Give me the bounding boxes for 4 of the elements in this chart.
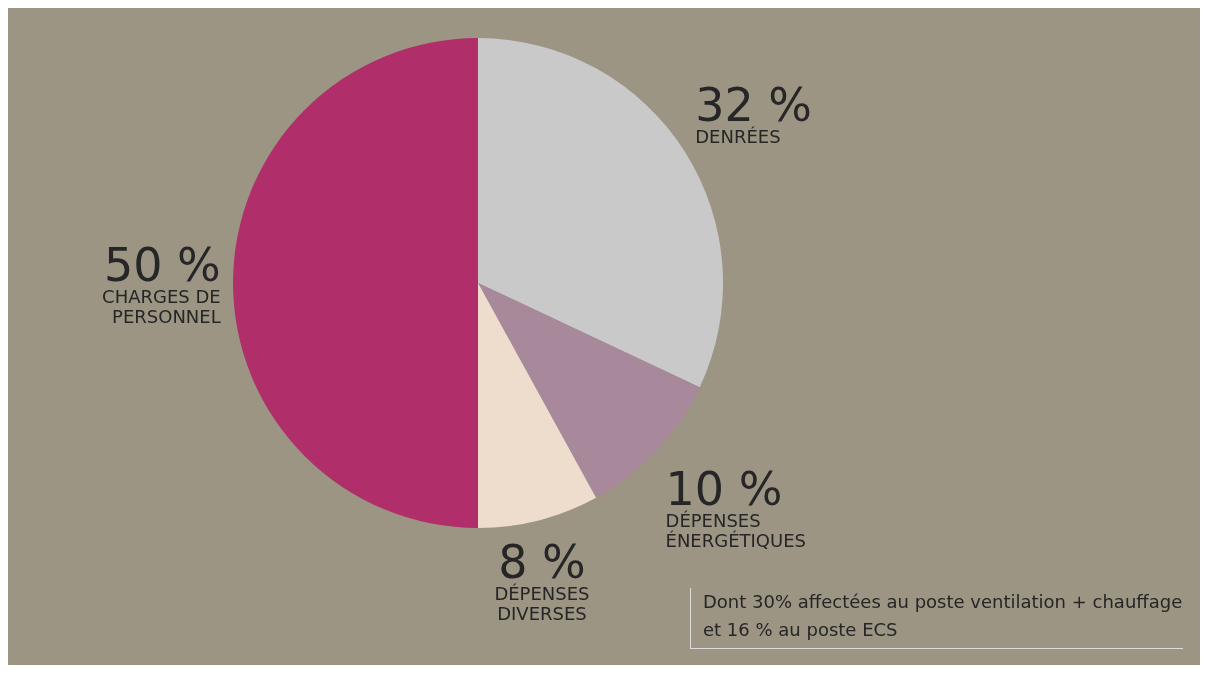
- text: Dont 30% affectées au poste ventilation + chauffage et 16 % au poste ECS: [690, 588, 1183, 649]
- pie-slice: [478, 283, 597, 528]
- pie-slice: [233, 38, 478, 528]
- slice-label: CHARGES DE PERSONNEL: [102, 286, 221, 327]
